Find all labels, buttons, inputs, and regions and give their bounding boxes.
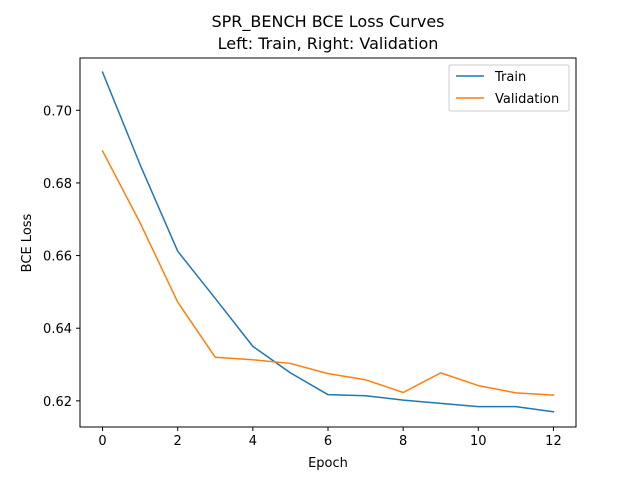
x-tick-label: 10 (470, 434, 487, 449)
series-layer (101, 71, 555, 413)
chart-title: SPR_BENCH BCE Loss Curves (211, 12, 444, 32)
plot-area (79, 57, 577, 428)
x-axis-label: Epoch (308, 456, 348, 471)
y-axis-label: BCE Loss (20, 213, 35, 272)
legend-label-train: Train (494, 70, 526, 85)
y-tick-label: 0.66 (43, 250, 72, 265)
series-line-train (101, 71, 555, 413)
y-tick-label: 0.64 (43, 322, 72, 337)
x-axis: 0 2 4 6 8 10 12 (98, 427, 562, 449)
legend-label-validation: Validation (495, 92, 559, 107)
x-tick-label: 0 (98, 434, 106, 449)
x-tick-label: 2 (174, 434, 182, 449)
x-tick-label: 6 (324, 434, 332, 449)
series-line-validation (101, 149, 555, 396)
legend: Train Validation (448, 64, 570, 112)
x-tick-label: 4 (249, 434, 257, 449)
x-tick-label: 8 (399, 434, 407, 449)
y-tick-label: 0.68 (43, 177, 72, 192)
y-tick-label: 0.70 (43, 104, 72, 119)
y-axis: 0.62 0.64 0.66 0.68 0.70 (43, 104, 80, 410)
chart-subtitle: Left: Train, Right: Validation (218, 34, 439, 53)
y-tick-label: 0.62 (43, 395, 72, 410)
x-tick-label: 12 (545, 434, 562, 449)
